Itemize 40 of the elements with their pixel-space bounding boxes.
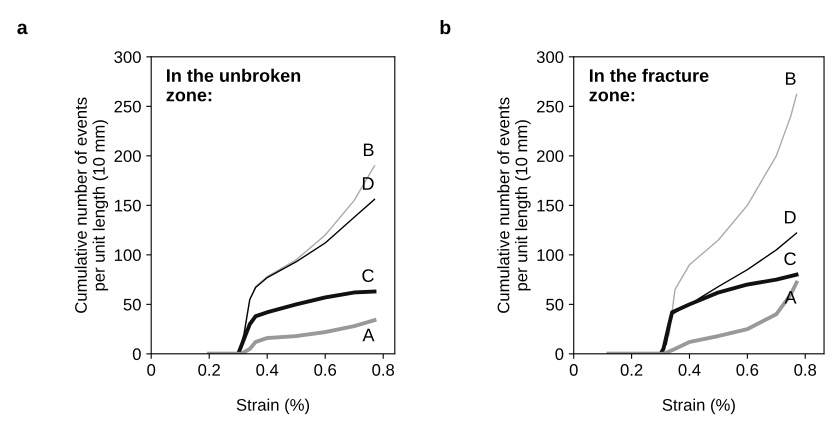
x-tick-label: 0.2: [198, 364, 220, 376]
series-label: D: [784, 210, 796, 224]
series-label: A: [362, 328, 374, 342]
series-label: B: [786, 72, 796, 85]
x-tick-label: 0.6: [314, 364, 336, 376]
series-label: C: [362, 269, 374, 282]
series-label: C: [784, 252, 796, 266]
y-tick-label: 300: [536, 51, 564, 64]
x-axis-title: Strain (%): [236, 398, 310, 414]
y-tick-label: 250: [537, 100, 564, 113]
chart-title: a: [17, 24, 28, 34]
y-tick-label: 100: [114, 249, 141, 262]
x-tick-label: 0.4: [678, 364, 701, 376]
x-tick-label: 0.6: [736, 364, 758, 376]
annotation: In the unbroken zone:: [166, 68, 300, 102]
chart-title: b: [440, 20, 450, 34]
y-tick-label: 200: [537, 150, 564, 162]
y-tick-label: 0: [132, 348, 141, 360]
x-tick-label: 0: [570, 364, 578, 376]
x-tick-label: 0.4: [256, 364, 278, 376]
series-label: A: [784, 291, 797, 304]
x-axis-title: Strain (%): [662, 398, 735, 414]
y-tick-label: 50: [546, 298, 564, 311]
y-tick-label: 200: [114, 150, 141, 162]
x-tick-label: 0.8: [372, 364, 394, 376]
annotation: In the fracture zone:: [589, 68, 709, 102]
y-tick-label: 0: [555, 348, 564, 360]
x-tick-label: 0.2: [620, 364, 642, 376]
y-tick-label: 150: [114, 200, 141, 212]
x-tick-label: 0.8: [794, 364, 816, 376]
y-axis-title: Cumulative number of events per unit length (10 mm): [497, 98, 531, 313]
y-tick-label: 150: [537, 200, 564, 212]
y-tick-label: 100: [537, 249, 564, 262]
y-axis-title: Cumulative number of events per unit length (10 mm): [74, 98, 108, 313]
y-tick-label: 50: [124, 298, 141, 311]
series-label: D: [362, 177, 374, 190]
y-tick-label: 250: [114, 100, 141, 113]
x-tick-label: 0: [147, 364, 156, 376]
series-label: B: [364, 144, 374, 156]
y-tick-label: 300: [114, 51, 141, 64]
